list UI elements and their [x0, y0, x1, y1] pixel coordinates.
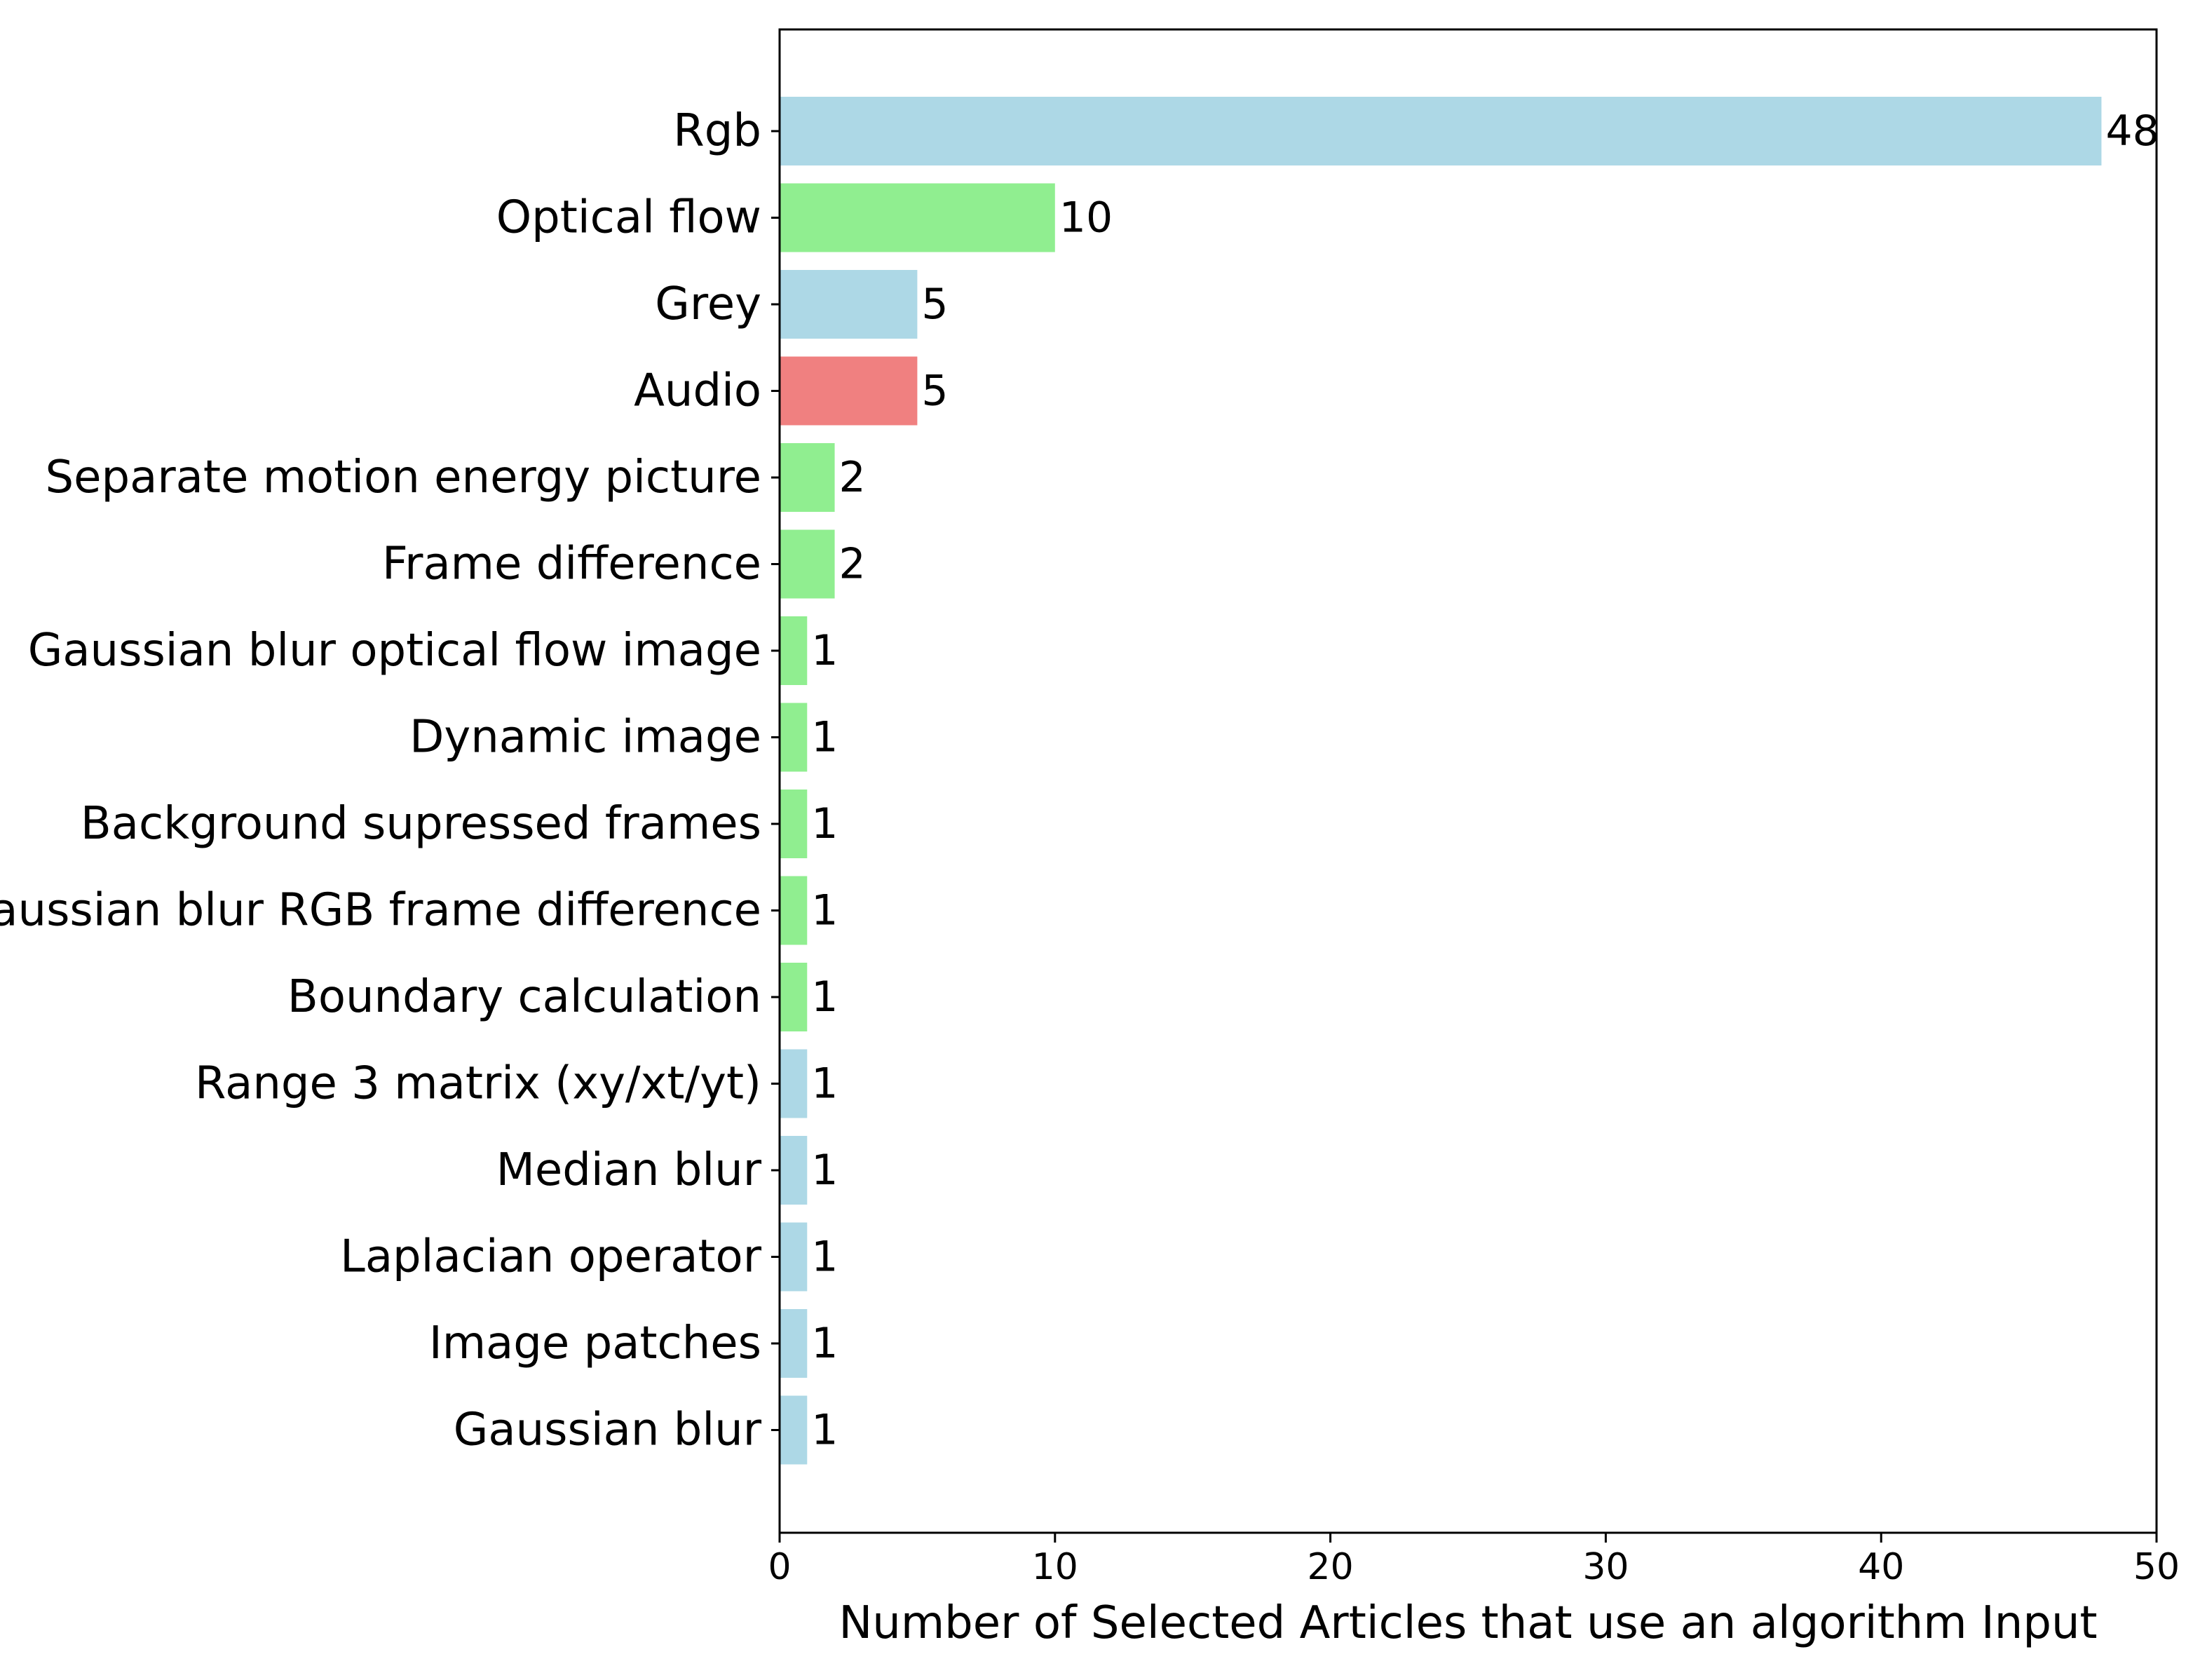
bar-value-label-11: 1	[811, 1059, 838, 1109]
bar-15	[780, 1395, 808, 1465]
category-label-4: Separate motion energy picture	[46, 452, 762, 503]
category-label-10: Boundary calculation	[287, 971, 761, 1023]
bar-value-label-2: 5	[921, 280, 948, 329]
bar-0	[780, 97, 2102, 165]
category-label-6: Gaussian blur optical flow image	[28, 625, 761, 677]
category-label-12: Median blur	[496, 1144, 762, 1196]
bar-8	[780, 790, 808, 858]
category-label-7: Dynamic image	[409, 712, 761, 764]
bar-11	[780, 1049, 808, 1118]
category-label-2: Grey	[655, 278, 761, 330]
bar-value-label-6: 1	[811, 626, 838, 675]
category-label-0: Rgb	[673, 105, 761, 157]
bar-9	[780, 876, 808, 945]
bar-4	[780, 443, 835, 512]
bar-value-label-15: 1	[811, 1406, 838, 1455]
category-label-11: Range 3 matrix (xy/xt/yt)	[195, 1058, 761, 1110]
bar-13	[780, 1222, 808, 1292]
bar-6	[780, 616, 808, 685]
bar-value-label-4: 2	[839, 453, 866, 502]
category-label-14: Image patches	[429, 1317, 761, 1369]
bar-value-label-9: 1	[811, 886, 838, 935]
bar-value-label-12: 1	[811, 1146, 838, 1195]
x-axis-ticks: 0 10 20 30 40 50	[768, 1533, 2180, 1588]
bar-12	[780, 1136, 808, 1205]
bar-value-label-8: 1	[811, 799, 838, 848]
bar-value-label-3: 5	[921, 367, 948, 416]
category-label-5: Frame difference	[382, 538, 761, 590]
bar-2	[780, 270, 918, 339]
bar-3	[780, 356, 918, 426]
x-tick-label-5: 50	[2133, 1546, 2180, 1588]
category-label-8: Background supressed frames	[81, 798, 761, 850]
bar-1	[780, 183, 1055, 252]
bar-value-label-7: 1	[811, 713, 838, 762]
category-label-15: Gaussian blur	[454, 1404, 762, 1456]
bar-value-label-1: 10	[1059, 194, 1113, 243]
category-label-9: Gaussian blur RGB frame difference	[0, 885, 761, 937]
bar-10	[780, 963, 808, 1031]
bar-14	[780, 1309, 808, 1378]
bars-layer	[780, 97, 2102, 1465]
category-label-13: Laplacian operator	[340, 1231, 762, 1283]
bar-value-label-14: 1	[811, 1319, 838, 1368]
bar-value-label-10: 1	[811, 973, 838, 1022]
x-axis-title: Number of Selected Articles that use an …	[838, 1597, 2097, 1649]
x-tick-label-4: 40	[1858, 1546, 1904, 1588]
x-tick-label-3: 30	[1582, 1546, 1629, 1588]
category-labels-layer: Rgb Optical flow Grey Audio Separate motion …	[0, 105, 780, 1456]
bar-value-label-13: 1	[811, 1233, 838, 1282]
bar-value-label-5: 2	[839, 540, 866, 589]
x-tick-label-2: 20	[1308, 1546, 1354, 1588]
x-tick-label-1: 10	[1032, 1546, 1078, 1588]
category-label-1: Optical flow	[496, 192, 761, 244]
x-tick-label-0: 0	[768, 1546, 791, 1588]
bar-5	[780, 529, 835, 599]
bar-7	[780, 703, 808, 772]
category-label-3: Audio	[634, 365, 761, 417]
bar-value-label-0: 48	[2105, 107, 2159, 156]
plot-frame	[778, 28, 2158, 1534]
